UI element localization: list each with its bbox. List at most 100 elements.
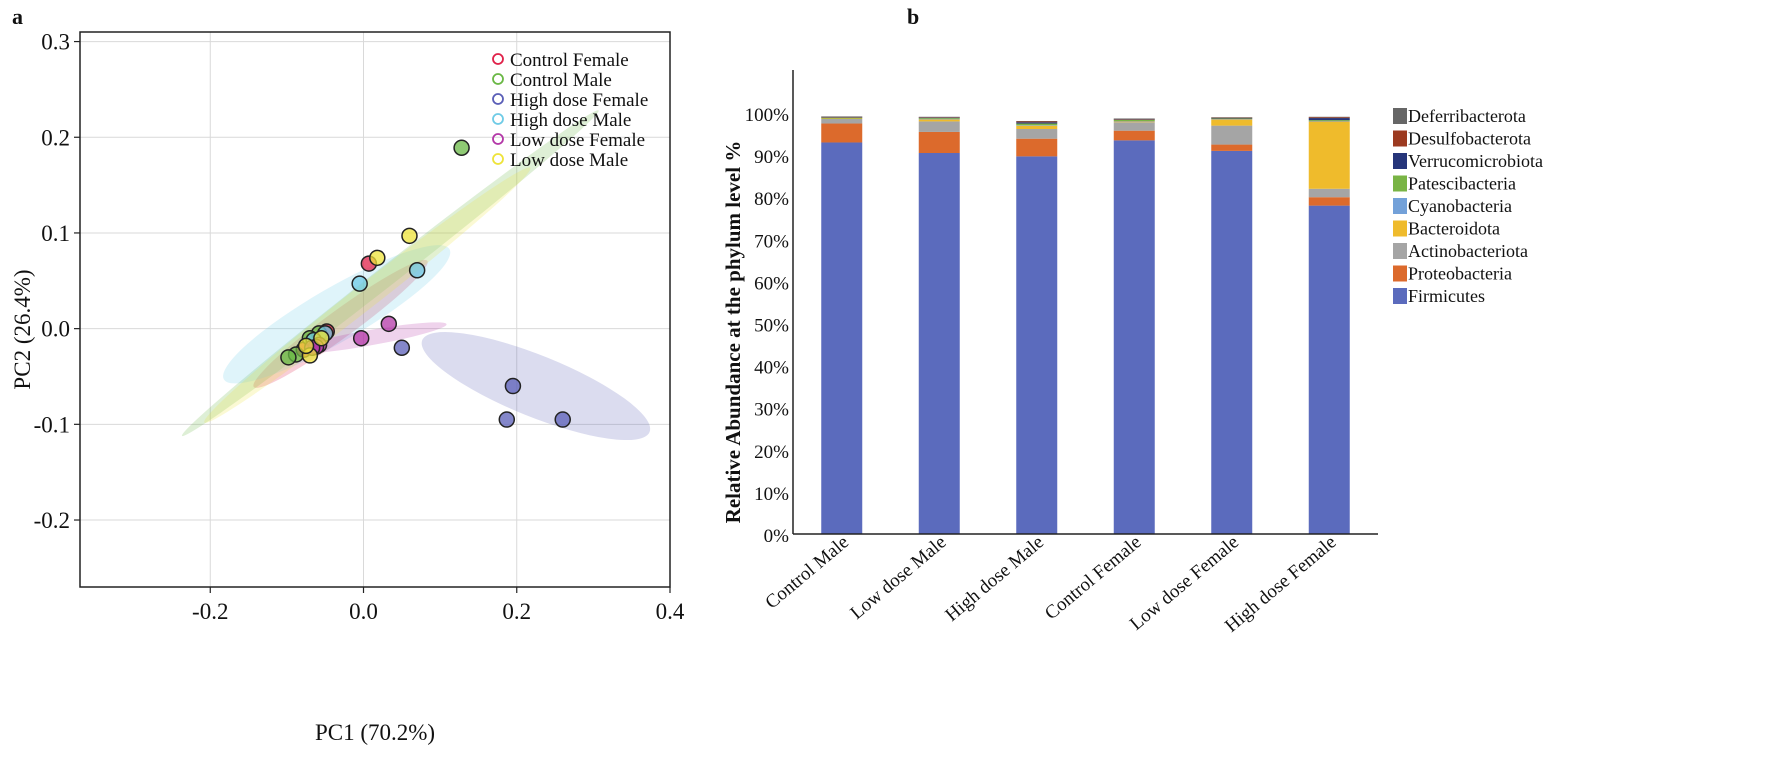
bar-segment-bacteroidota-control-female	[1113, 121, 1155, 123]
legend-label-patescibacteria: Patescibacteria	[1408, 174, 1516, 194]
bar-segment-actinobacteriota-control-male	[821, 118, 863, 124]
bar-y-tick-label: 90%	[754, 147, 789, 168]
panel-a-label: a	[12, 4, 23, 29]
bar-segment-actinobacteriota-high-dose-male	[1016, 128, 1058, 139]
bar-segment-verrucomicrobiota-low-dose-female	[1211, 118, 1253, 119]
bar-segment-cyanobacteria-control-female	[1113, 120, 1155, 122]
legend-label-low-dose-female: Low dose Female	[510, 130, 645, 151]
legend-label-actinobacteriota: Actinobacteriota	[1408, 241, 1528, 261]
bar-segment-cyanobacteria-high-dose-female	[1308, 120, 1350, 122]
bar-x-tick-label: Control Female	[1041, 532, 1145, 624]
bar-segment-verrucomicrobiota-high-dose-male	[1016, 122, 1058, 124]
legend-label-bacteroidota: Bacteroidota	[1408, 219, 1500, 239]
legend-swatch-deferribacterota	[1393, 108, 1407, 124]
point-high-dose-male	[351, 275, 368, 292]
point-low-dose-male	[369, 249, 386, 267]
bar-y-tick-label: 0%	[764, 526, 790, 547]
point-control-male	[280, 349, 297, 366]
bar-segment-bacteroidota-low-dose-male	[918, 119, 960, 122]
bar-segment-proteobacteria-high-dose-male	[1016, 138, 1058, 157]
bar-segment-patescibacteria-control-female	[1113, 119, 1155, 121]
legend-label-proteobacteria: Proteobacteria	[1408, 264, 1512, 284]
legend-marker-high-dose-male	[492, 113, 504, 125]
legend-swatch-desulfobacterota	[1393, 130, 1407, 147]
bar-segment-actinobacteriota-low-dose-male	[918, 121, 960, 132]
bar-segment-actinobacteriota-control-female	[1113, 122, 1155, 131]
bar-segment-deferribacterota-low-dose-female	[1211, 117, 1253, 118]
legend-swatch-actinobacteriota	[1393, 243, 1407, 259]
bar-segment-firmicutes-control-female	[1113, 140, 1155, 535]
bar-segment-desulfobacterota-low-dose-male	[918, 117, 960, 118]
pca-x-ticks: -0.2 0.0 0.2 0.4	[192, 587, 685, 624]
bar-segment-patescibacteria-high-dose-male	[1016, 123, 1058, 126]
stacked-bar-chart: 0% 10% 20% 30% 40% 50% 60% 70% 80% 90% 100% Contro…	[721, 70, 1543, 637]
pca-x-axis-label: PC1 (70.2%)	[315, 720, 435, 745]
pca-y-tick-label: 0.2	[41, 125, 70, 150]
point-low-dose-female	[352, 329, 370, 347]
legend-label-control-female: Control Female	[510, 50, 629, 71]
legend-marker-control-female	[492, 53, 504, 65]
legend-label-control-male: Control Male	[510, 70, 612, 91]
bar-segment-verrucomicrobiota-control-male	[821, 117, 863, 118]
bar-segment-firmicutes-control-male	[821, 142, 863, 534]
bar-segment-desulfobacterota-high-dose-female	[1308, 117, 1350, 119]
legend-marker-high-dose-female	[492, 93, 504, 105]
bar-y-tick-label: 70%	[754, 231, 789, 252]
bar-segment-verrucomicrobiota-low-dose-male	[918, 117, 960, 119]
bar-segments	[821, 116, 1350, 535]
pca-y-tick-label: -0.2	[34, 508, 70, 533]
legend-marker-low-dose-female	[492, 133, 504, 145]
bar-y-tick-label: 60%	[754, 273, 789, 294]
bar-segment-desulfobacterota-control-female	[1113, 118, 1155, 120]
pca-x-tick-label: 0.0	[349, 599, 378, 624]
point-control-male	[453, 139, 470, 157]
bar-segment-cyanobacteria-low-dose-male	[918, 118, 960, 120]
legend-label-high-dose-female: High dose Female	[510, 90, 648, 111]
bar-y-tick-label: 30%	[754, 400, 789, 421]
legend-label-cyanobacteria: Cyanobacteria	[1408, 196, 1512, 216]
bar-segment-proteobacteria-control-female	[1113, 130, 1155, 141]
bar-segment-deferribacterota-control-male	[821, 116, 863, 117]
bar-y-tick-label: 20%	[754, 442, 789, 463]
legend-swatch-verrucomicrobiota	[1393, 153, 1407, 169]
bar-segment-proteobacteria-control-male	[821, 123, 863, 143]
pca-y-tick-label: 0.3	[41, 30, 70, 55]
legend-label-verrucomicrobiota: Verrucomicrobiota	[1408, 151, 1543, 171]
pca-y-tick-label: -0.1	[34, 412, 70, 437]
bar-segment-desulfobacterota-low-dose-female	[1211, 117, 1253, 119]
ellipse-high-dose-female	[421, 332, 651, 441]
bar-segment-patescibacteria-high-dose-female	[1308, 120, 1350, 121]
bar-segment-firmicutes-low-dose-male	[918, 152, 960, 534]
legend-label-deferribacterota: Deferribacterota	[1408, 106, 1526, 126]
legend-label-desulfobacterota: Desulfobacterota	[1408, 129, 1531, 149]
point-low-dose-male	[313, 329, 330, 347]
bar-segment-actinobacteriota-high-dose-female	[1308, 188, 1350, 198]
bar-segment-desulfobacterota-high-dose-male	[1016, 121, 1058, 123]
bar-segment-proteobacteria-low-dose-female	[1211, 144, 1253, 151]
pca-y-tick-label: 0.0	[41, 317, 70, 342]
pca-x-tick-label: 0.2	[502, 599, 531, 624]
bar-segment-proteobacteria-high-dose-female	[1308, 197, 1350, 206]
legend-swatch-bacteroidota	[1393, 220, 1407, 237]
point-high-dose-female	[554, 411, 571, 428]
bar-segment-actinobacteriota-low-dose-female	[1211, 125, 1253, 145]
legend-swatch-proteobacteria	[1393, 265, 1407, 282]
legend-swatch-firmicutes	[1393, 288, 1407, 304]
legend-swatch-cyanobacteria	[1393, 198, 1407, 214]
bar-segment-deferribacterota-low-dose-male	[918, 116, 960, 118]
bar-y-tick-label: 100%	[745, 105, 790, 126]
ellipse-high-dose-male	[223, 245, 451, 384]
legend-label-low-dose-male: Low dose Male	[510, 150, 628, 171]
legend-swatch-patescibacteria	[1393, 175, 1407, 192]
legend-marker-low-dose-male	[492, 153, 504, 165]
bar-segment-deferribacterota-high-dose-female	[1308, 116, 1350, 118]
legend-label-high-dose-male: High dose Male	[510, 110, 631, 131]
pca-scatter-plot: -0.2 0.0 0.2 0.4 0.3 0.2 0.1 0.0 -0.1 -0.2 PC1 (…	[10, 30, 685, 745]
bar-y-tick-label: 80%	[754, 189, 789, 210]
bar-segment-bacteroidota-control-male	[821, 118, 863, 119]
point-high-dose-female	[498, 411, 516, 428]
panel-b-label: b	[907, 4, 920, 29]
pca-x-tick-label: 0.4	[656, 599, 685, 624]
